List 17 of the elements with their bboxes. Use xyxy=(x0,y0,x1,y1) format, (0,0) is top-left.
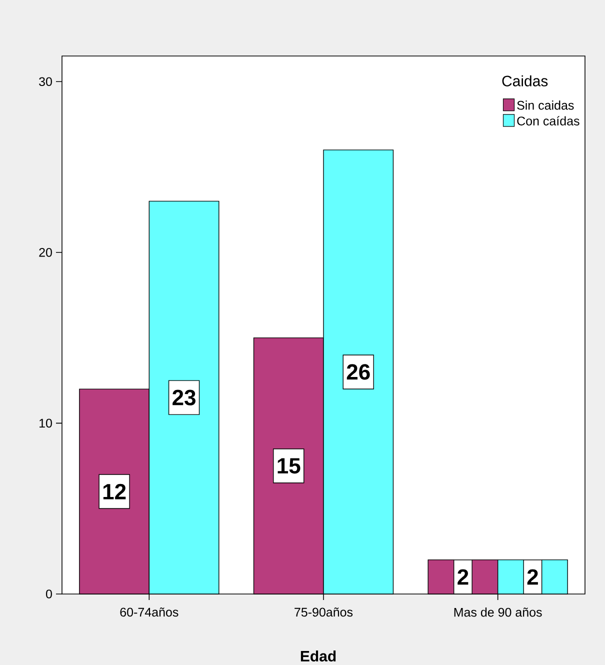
x-tick-label: 75-90años xyxy=(294,608,353,617)
y-tick-label: 0 xyxy=(46,590,52,598)
legend-label: Sin caidas xyxy=(517,100,574,110)
y-tick-label: 30 xyxy=(39,77,52,86)
x-tick-label: 60-74años xyxy=(120,608,178,617)
data-label: 2 xyxy=(527,569,538,585)
legend-title: Caidas xyxy=(502,75,548,86)
data-label: 12 xyxy=(103,484,126,500)
x-axis-title: Edad xyxy=(300,650,336,662)
data-label: 23 xyxy=(172,390,196,406)
data-label: 15 xyxy=(278,458,300,474)
data-label: 26 xyxy=(346,364,370,380)
x-tick-label: Mas de 90 años xyxy=(454,608,542,617)
y-tick-label: 10 xyxy=(40,418,52,428)
data-label: 2 xyxy=(458,569,468,585)
y-tick-label: 20 xyxy=(39,248,52,257)
legend-label: Con caídas xyxy=(517,116,580,126)
